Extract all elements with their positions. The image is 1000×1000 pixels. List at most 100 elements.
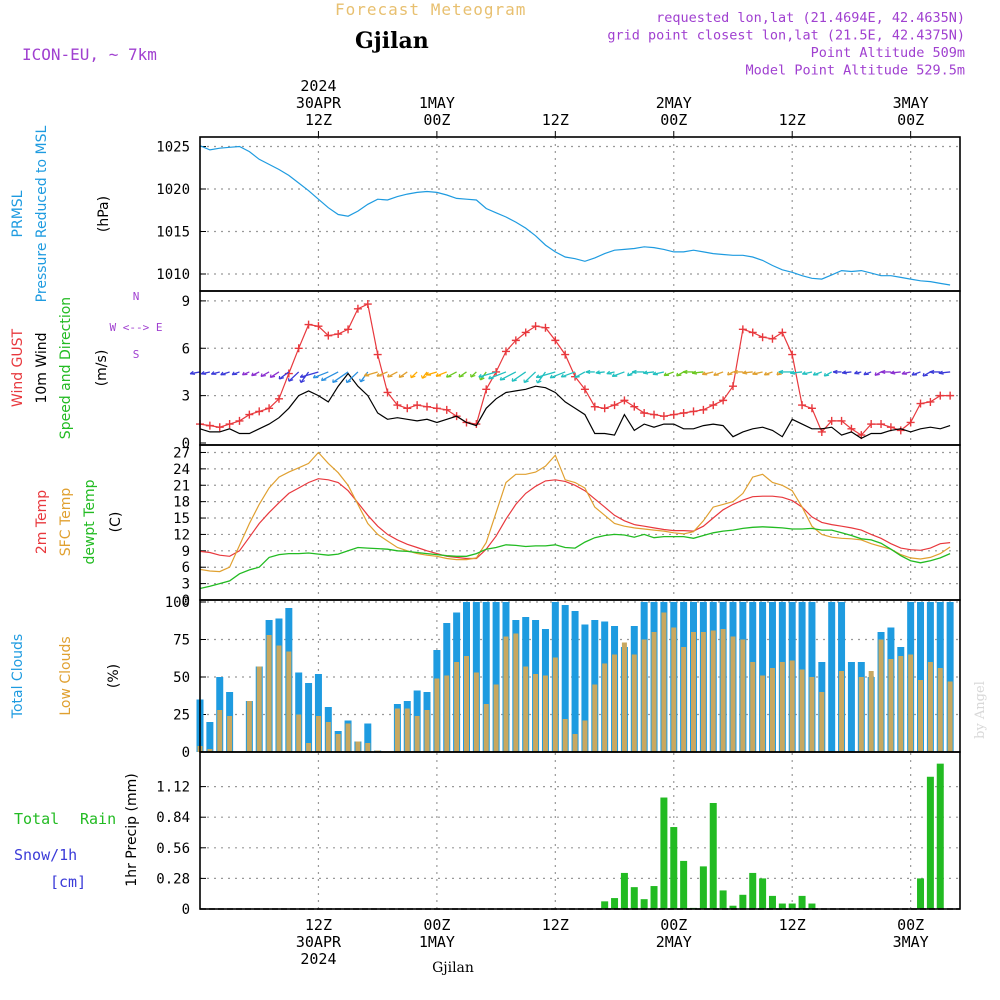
gust-marker <box>492 367 501 376</box>
low-clouds-bar <box>414 716 420 752</box>
wind-arrow-head <box>890 370 896 375</box>
low-clouds-bar <box>621 642 627 752</box>
gust-marker <box>580 385 589 394</box>
wind-arrow-head <box>663 372 670 377</box>
wind-arrow-head <box>776 371 782 376</box>
low-clouds-bar <box>404 708 410 752</box>
low-clouds-bar <box>227 716 233 752</box>
wind-arrow-head <box>499 376 506 381</box>
wind-arrow-head <box>585 369 591 375</box>
top-time-label: 2024 <box>300 77 336 95</box>
low-clouds-bar <box>434 678 440 752</box>
total-clouds-label: Total Clouds <box>10 634 26 719</box>
low-clouds-bar <box>858 677 864 752</box>
rain-bar <box>759 878 767 909</box>
bottom-time-label: 12Z <box>779 916 806 934</box>
wind-direction-arrow <box>536 371 546 384</box>
rain-bar <box>749 872 757 909</box>
wind-arrow-head <box>574 374 580 379</box>
wind-arrow-head <box>410 374 416 379</box>
gust-marker <box>896 426 905 435</box>
wind-direction-arrow <box>536 371 556 379</box>
gust-marker <box>551 336 560 345</box>
top-time-label: 00Z <box>897 111 924 129</box>
gust-marker <box>699 405 708 414</box>
panel-frame <box>199 599 961 753</box>
gust-marker <box>946 391 955 400</box>
total-clouds-bar <box>305 683 313 752</box>
gust-marker <box>877 420 886 429</box>
gust-marker <box>255 407 264 416</box>
wind-arrow-head <box>260 373 266 377</box>
y-tick-label: 21 <box>173 478 190 494</box>
wind-arrow-head <box>922 372 928 377</box>
wind-arrow-head <box>901 370 907 375</box>
sfc-temp-label: SFC Temp <box>58 488 74 557</box>
wind-direction-arrow <box>421 371 428 379</box>
t2m-label: 2m Temp <box>34 490 50 554</box>
rain-bar <box>650 886 658 909</box>
low-clouds-bar <box>325 722 331 752</box>
rain-bar <box>719 890 727 909</box>
gust-marker <box>600 404 609 413</box>
gust-marker <box>225 420 234 429</box>
y-tick-label: 1.12 <box>156 780 190 796</box>
y-tick-label: 24 <box>173 462 190 478</box>
wind-direction-arrow <box>288 371 300 382</box>
gust-marker <box>274 394 283 403</box>
direction-label: Speed and Direction <box>58 297 74 439</box>
wind-arrow-head <box>287 378 294 382</box>
wind-arrow-head <box>435 372 442 377</box>
total-clouds-bar <box>847 662 855 752</box>
low-clouds-bar <box>937 668 943 752</box>
wind-arrow-head <box>606 370 612 375</box>
wind-arrow-head <box>763 371 770 376</box>
wind-arrow-head <box>420 375 427 379</box>
y-tick-label: 6 <box>182 560 190 576</box>
top-time-label: 00Z <box>660 111 687 129</box>
gust-marker <box>590 402 599 411</box>
wind-arrow-head <box>863 371 869 376</box>
wind-direction-arrow <box>511 371 527 382</box>
wind-arrow-head <box>713 372 719 376</box>
low-clouds-bar <box>276 645 282 752</box>
wind-arrow-head <box>854 370 860 375</box>
wind-arrow-head <box>425 372 432 376</box>
rain-bar <box>926 776 934 909</box>
top-time-label: 1MAY <box>419 94 455 112</box>
panel-frame <box>199 751 961 910</box>
t2m-line <box>199 478 951 560</box>
wind-arrow-head <box>478 373 484 378</box>
gust-marker <box>353 304 362 313</box>
wind-arrow-head <box>299 379 306 384</box>
low-clouds-bar <box>740 639 746 752</box>
wind-arrow-head <box>727 371 733 376</box>
bottom-time-label: 12Z <box>305 916 332 934</box>
wind-label: 10m Wind <box>34 332 50 403</box>
gust-marker <box>472 420 481 429</box>
low-clouds-bar <box>799 669 805 752</box>
y-tick-label: 1015 <box>156 225 190 241</box>
low-clouds-bar <box>444 675 450 752</box>
wind-arrow-head <box>595 370 601 375</box>
wind-arrow-head <box>312 374 319 379</box>
wind-direction-arrow <box>300 371 319 378</box>
wind-arrow-head <box>210 371 217 375</box>
gust-marker <box>334 330 343 339</box>
gust-marker <box>413 401 422 410</box>
low-clouds-bar <box>345 723 351 752</box>
wind-arrow-head <box>269 374 276 379</box>
wind-arrow-head <box>189 370 196 375</box>
panel-frame <box>199 444 961 601</box>
low-clouds-bar <box>888 659 894 752</box>
gust-marker <box>324 331 333 340</box>
wind-arrow-head <box>376 372 382 377</box>
gust-marker <box>788 350 797 359</box>
total-rain-label: Total <box>14 810 59 828</box>
gust-marker <box>679 409 688 417</box>
wind-arrow-head <box>742 370 748 375</box>
info-line: Model Point Altitude 529.5m <box>746 63 965 79</box>
gust-marker <box>561 350 570 359</box>
wind-direction-arrow <box>488 371 507 380</box>
